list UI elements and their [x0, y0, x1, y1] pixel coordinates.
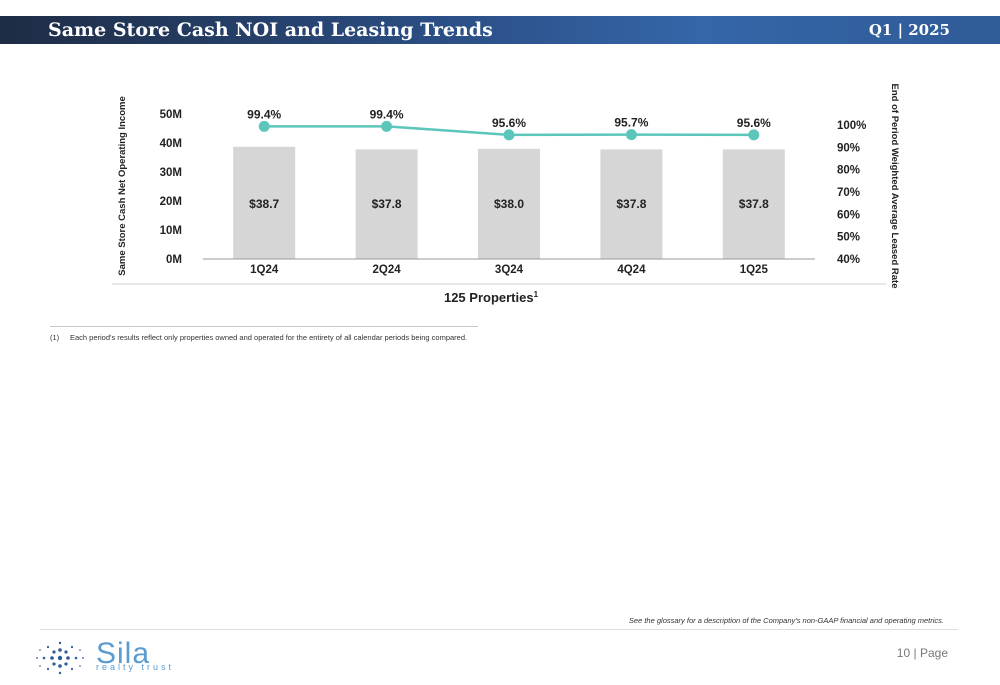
leased-rate-label-3Q24: 95.6% [492, 116, 526, 130]
page-label: Page [919, 646, 948, 660]
x-axis-label: 125 Properties1 [444, 290, 539, 305]
x-tick-label-1Q24: 1Q24 [250, 264, 279, 276]
footnote-text: Each period's results reflect only prope… [70, 333, 468, 342]
x-tick-label-2Q24: 2Q24 [373, 264, 402, 276]
bar-label-3Q24: $38.0 [494, 197, 524, 211]
bar-2Q24 [355, 149, 418, 259]
leased-rate-point-3Q24 [503, 129, 515, 141]
y-tick-label: 30M [160, 167, 182, 179]
page-number-value: 10 [896, 646, 911, 660]
y-tick-label: 0M [166, 254, 182, 266]
leased-rate-label-2Q24: 99.4% [370, 107, 404, 121]
bar-1Q24 [233, 146, 296, 259]
header-bar: Same Store Cash NOI and Leasing Trends Q… [0, 16, 1000, 44]
starburst-logo-icon [36, 641, 84, 675]
y2-tick-label: 100% [837, 120, 866, 132]
x-axis-label-text: 125 Properties [444, 290, 534, 305]
bar-1Q25 [722, 149, 785, 259]
bar-label-1Q25: $37.8 [739, 197, 769, 211]
leased-rate-label-1Q25: 95.6% [737, 116, 771, 130]
y2-tick-label: 40% [837, 254, 860, 266]
leased-rate-point-1Q25 [748, 129, 760, 141]
page-number: 10 | Page [897, 646, 948, 660]
y2-tick-label: 70% [837, 187, 860, 199]
logo-wordmark: Sila [96, 637, 151, 670]
x-axis-label-superscript: 1 [534, 290, 539, 299]
y2-tick-label: 90% [837, 142, 860, 154]
bar-4Q24 [600, 149, 663, 259]
bar-3Q24 [478, 148, 540, 259]
footnote-divider [50, 326, 478, 327]
y-axis-label: Same Store Cash Net Operating Income [117, 96, 128, 276]
y2-tick-label: 50% [837, 232, 860, 244]
bar-label-4Q24: $37.8 [616, 197, 646, 211]
bar-label-2Q24: $37.8 [372, 197, 402, 211]
page-title: Same Store Cash NOI and Leasing Trends [48, 19, 493, 41]
footer-divider [40, 629, 958, 630]
page-separator: | [913, 646, 917, 660]
y2-tick-label: 80% [837, 165, 860, 177]
bar-label-1Q24: $38.7 [249, 197, 279, 211]
leased-rate-point-1Q24 [258, 120, 270, 132]
x-tick-label-3Q24: 3Q24 [495, 264, 524, 276]
glossary-note: See the glossary for a description of th… [628, 616, 944, 625]
leased-rate-point-4Q24 [625, 129, 637, 141]
y2-tick-label: 60% [837, 209, 860, 221]
leased-rate-point-2Q24 [381, 120, 393, 132]
leased-rate-label-1Q24: 99.4% [247, 107, 281, 121]
noi-leasing-chart: $38.7 $37.8 $38.0 $37.8 $37.8 0M 10M 20M 30M 40M… [112, 83, 900, 305]
y-tick-label: 20M [160, 196, 182, 208]
logo-tagline: realty trust [96, 662, 175, 672]
y-tick-label: 10M [160, 225, 182, 237]
y2-axis-label: End of Period Weighted Average Leased Ra… [889, 83, 900, 288]
x-tick-label-4Q24: 4Q24 [617, 264, 646, 276]
leased-rate-label-4Q24: 95.7% [614, 116, 648, 130]
y-tick-label: 50M [160, 109, 182, 121]
footnote: (1) Each period's results reflect only pr… [50, 333, 467, 342]
report-period: Q1 | 2025 [868, 21, 950, 39]
footnote-number: (1) [50, 333, 60, 342]
y-tick-label: 40M [160, 138, 182, 150]
x-tick-label-1Q25: 1Q25 [740, 264, 769, 276]
company-logo: Sila realty trust [30, 637, 210, 676]
